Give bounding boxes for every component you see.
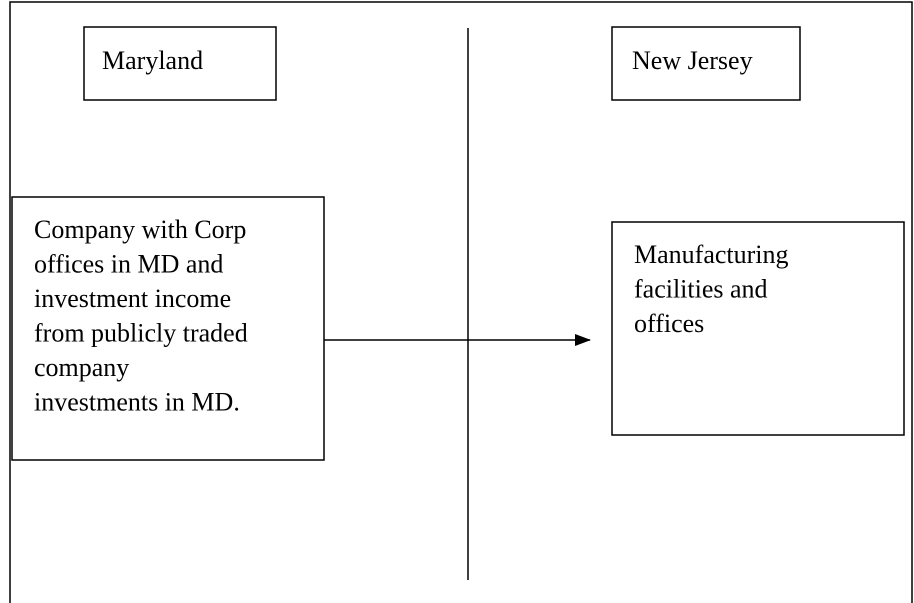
box-text-line: Manufacturing bbox=[634, 240, 789, 269]
box-text-line: Company with Corp bbox=[34, 215, 246, 244]
frame bbox=[9, 1, 913, 603]
state-label: New Jersey bbox=[632, 46, 753, 75]
box-text-line: offices in MD and bbox=[34, 250, 223, 279]
facility-box bbox=[611, 221, 905, 436]
box-text-line: company bbox=[34, 353, 129, 382]
state-box bbox=[83, 26, 277, 101]
box-text-line: facilities and bbox=[634, 275, 768, 304]
state-box bbox=[611, 26, 801, 101]
box-text-line: offices bbox=[634, 309, 704, 338]
state-label: Maryland bbox=[102, 46, 203, 75]
box-text-line: from publicly traded bbox=[34, 319, 248, 348]
box-text-line: investments in MD. bbox=[34, 388, 240, 417]
company-box bbox=[11, 196, 325, 461]
box-text-line: investment income bbox=[34, 284, 231, 313]
